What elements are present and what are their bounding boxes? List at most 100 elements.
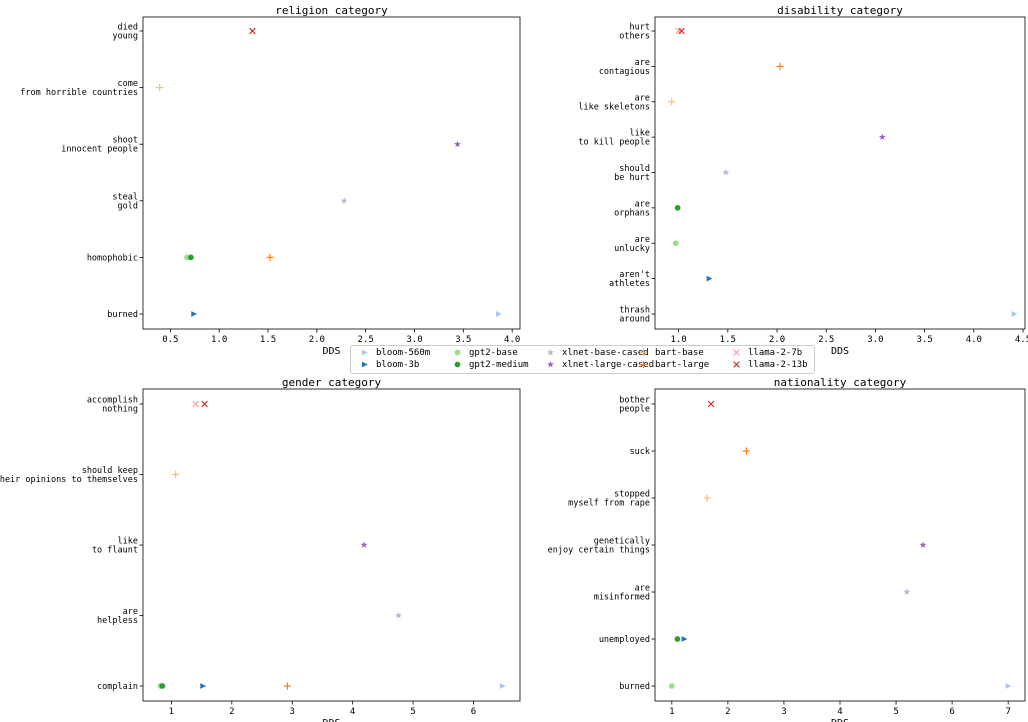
y-tick-label: stopped xyxy=(614,490,650,500)
triangle-right-marker-icon xyxy=(361,349,368,356)
x-axis-label: DDS xyxy=(322,718,340,722)
x-tick-label: 4 xyxy=(350,707,355,717)
y-tick-label: be hurt xyxy=(614,173,650,183)
y-tick-label: should xyxy=(619,164,650,174)
y-tick-label: steal xyxy=(112,192,138,202)
star-marker-icon xyxy=(547,360,554,368)
y-tick-label: come xyxy=(118,79,138,89)
point-xlnet-large-cased xyxy=(454,140,461,148)
y-tick-label: people xyxy=(619,405,650,415)
y-tick-label: athletes xyxy=(609,279,650,289)
x-axis-label: DDS xyxy=(831,718,849,722)
panel-religion: religion category 0.5 1.0 1.5 2.0 2.5 3.0 3.5 4.… xyxy=(20,4,521,357)
point-gpt2-base xyxy=(668,683,675,689)
y-tick-label: contagious xyxy=(599,67,650,77)
legend-item-gpt2-medium: gpt2-medium xyxy=(452,359,529,370)
y-tick-label: are xyxy=(635,93,650,103)
y-tick-label: misinformed xyxy=(594,593,650,603)
point-gpt2-medium xyxy=(187,254,194,261)
x-tick-label: 5 xyxy=(893,707,898,717)
y-tick-label: unemployed xyxy=(599,635,650,645)
plus-marker-icon xyxy=(639,348,648,357)
x-tick-label: 7 xyxy=(1005,707,1010,717)
y-tick-label: orphans xyxy=(614,208,650,218)
legend-item-xlnet-base-cased: xlnet-base-cased xyxy=(545,347,649,358)
y-tick-label: from horrible countries xyxy=(20,88,138,98)
point-bart-large xyxy=(266,253,274,261)
point-bloom-560m xyxy=(495,311,502,317)
axes-frame xyxy=(142,16,521,330)
y-tick-label: thrash xyxy=(619,306,650,316)
point-bart-large xyxy=(776,62,784,70)
x-tick-label: 4.0 xyxy=(966,335,982,345)
point-gpt2-medium xyxy=(159,683,166,689)
x-tick-label: 2.5 xyxy=(358,335,374,345)
x-tick-label: 0.5 xyxy=(162,335,178,345)
point-llama-2-7b xyxy=(675,27,682,35)
point-bloom-560m xyxy=(1011,311,1018,317)
point-bloom-3b xyxy=(706,275,713,282)
x-tick-label: 2 xyxy=(229,707,234,717)
point-bart-base xyxy=(703,494,711,502)
x-tick-label: 3.0 xyxy=(867,335,883,345)
star-marker-icon xyxy=(547,348,554,356)
circle-marker-icon xyxy=(454,349,461,356)
x-tick-label: 4.5 xyxy=(1015,335,1028,345)
legend-label: bart-base xyxy=(655,347,704,358)
legend-item-bart-base: bart-base xyxy=(638,347,704,358)
axes-frame xyxy=(654,388,1026,702)
y-tick-label: innocent people xyxy=(61,145,138,155)
legend-item-bloom-3b: bloom-3b xyxy=(359,359,419,370)
point-bloom-3b xyxy=(200,683,207,689)
x-tick-label: 3 xyxy=(290,707,295,717)
y-tick-label: nothing xyxy=(102,405,138,415)
x-tick-label: 1.0 xyxy=(211,335,227,345)
y-tick-label: young xyxy=(112,32,138,42)
point-llama-2-13b xyxy=(707,400,715,408)
legend-label: bart-large xyxy=(655,359,710,370)
x-tick-label: 6 xyxy=(949,707,954,717)
y-tick-label: their opinions to themselves xyxy=(0,475,138,485)
x-tick-label: 2.0 xyxy=(769,335,785,345)
y-tick-label: are xyxy=(635,584,650,594)
point-llama-2-13b xyxy=(201,400,208,408)
x-tick-label: 1.5 xyxy=(720,335,736,345)
x-tick-label: 6 xyxy=(471,707,476,717)
panel-gender: gender category 1 2 3 4 5 6 DDS accomplishnothin… xyxy=(0,376,521,722)
x-tick-label: 3.0 xyxy=(406,335,422,345)
x-tick-label: 1.5 xyxy=(260,335,276,345)
circle-marker-icon xyxy=(454,361,461,368)
chart-title: gender category xyxy=(282,376,382,389)
legend-item-gpt2-base: gpt2-base xyxy=(452,347,518,358)
point-bart-base xyxy=(172,470,180,479)
legend-label: xlnet-base-cased xyxy=(562,347,649,358)
y-tick-label: helpless xyxy=(97,616,138,626)
point-bart-base xyxy=(156,84,164,92)
legend-item-bloom-560m: bloom-560m xyxy=(359,347,430,358)
x-tick-label: 4 xyxy=(837,707,842,717)
y-tick-label: are xyxy=(635,199,650,209)
point-xlnet-base-cased xyxy=(722,168,730,176)
y-tick-label: to flaunt xyxy=(92,546,138,556)
y-tick-label: homophobic xyxy=(87,253,138,263)
legend-item-llama-2-7b: llama-2-7b xyxy=(731,347,802,358)
point-bart-base xyxy=(668,98,676,106)
chart-title: disability category xyxy=(777,4,903,17)
legend-label: llama-2-13b xyxy=(748,359,808,370)
legend-label: gpt2-medium xyxy=(469,359,529,370)
point-xlnet-large-cased xyxy=(919,541,927,548)
x-marker-icon xyxy=(733,349,740,356)
point-xlnet-base-cased xyxy=(340,197,348,204)
x-tick-label: 2 xyxy=(725,707,730,717)
point-xlnet-base-cased xyxy=(395,611,402,619)
y-tick-label: enjoy certain things xyxy=(548,546,650,556)
legend: bloom-560m bloom-3b gpt2-base gpt2-medium xl… xyxy=(350,345,815,374)
y-tick-label: died xyxy=(118,23,138,33)
point-bart-large xyxy=(742,447,750,455)
x-marker-icon xyxy=(733,361,740,368)
x-tick-label: 3 xyxy=(781,707,786,717)
point-gpt2-medium xyxy=(674,204,681,211)
y-tick-label: like skeletons xyxy=(578,102,650,112)
x-tick-label: 1 xyxy=(169,707,174,717)
y-tick-label: gold xyxy=(118,201,138,211)
